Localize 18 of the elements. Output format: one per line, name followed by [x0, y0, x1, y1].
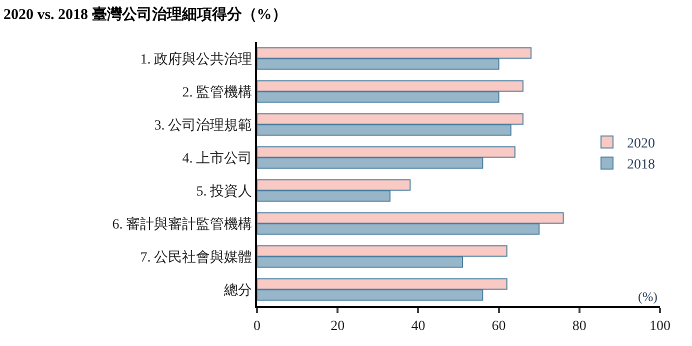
x-tick-label: 20 [330, 318, 345, 334]
y-tick-label: 1. 政府與公共治理 [140, 51, 252, 68]
legend-label: 2020 [627, 136, 655, 152]
legend-label: 2018 [627, 158, 655, 173]
y-tick-label: 2. 監管機構 [182, 84, 252, 100]
y-tick-label: 5. 投資人 [196, 183, 252, 200]
y-tick-label: 總分 [223, 282, 252, 298]
annotation: (%) [638, 289, 658, 304]
chart-title: 2020 vs. 2018 臺灣公司治理細項得分（%） [3, 6, 287, 24]
x-tick-label: 100 [650, 318, 670, 334]
y-tick-label: 3. 公司治理規範 [154, 117, 252, 134]
x-tick-label: 40 [411, 318, 426, 334]
y-tick-label: 7. 公民社會與媒體 [140, 249, 252, 266]
y-tick-label: 4. 上市公司 [182, 150, 252, 166]
x-tick-label: 60 [492, 318, 506, 334]
y-tick-label: 6. 審計與審計監管機構 [112, 216, 252, 232]
x-tick-label: 0 [254, 318, 260, 334]
x-tick-label: 80 [572, 318, 586, 334]
